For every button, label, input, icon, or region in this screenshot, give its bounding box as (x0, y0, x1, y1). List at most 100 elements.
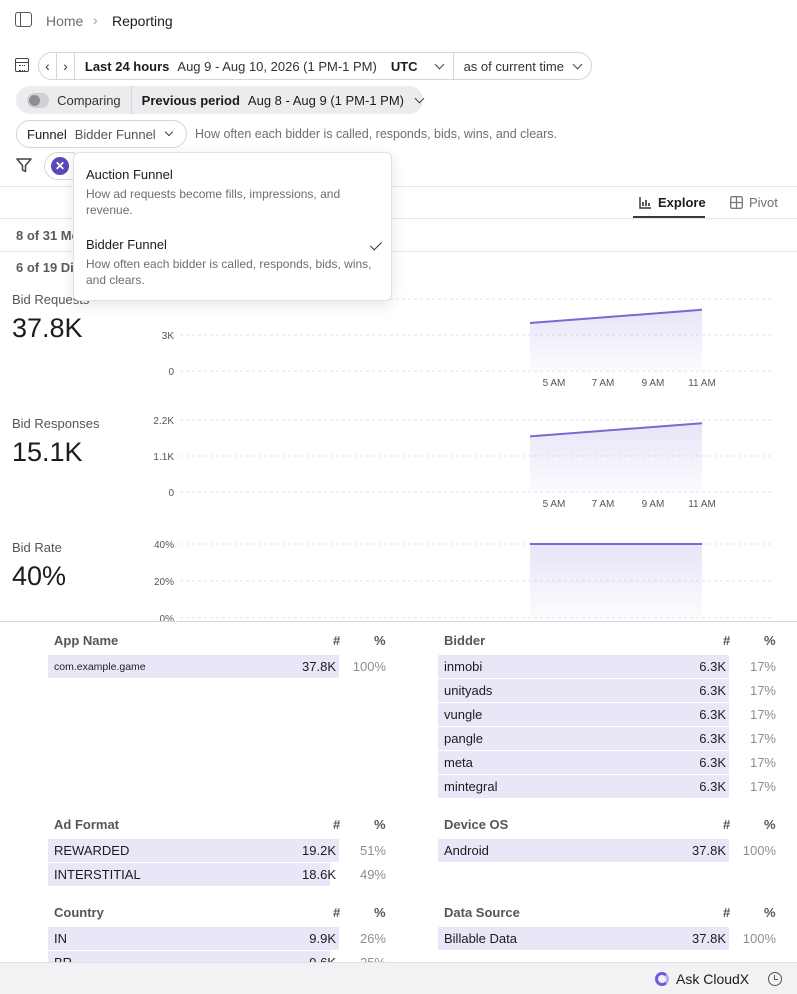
table-row[interactable]: mintegral 6.3K 17% (438, 775, 783, 798)
compare-period-selector[interactable]: Previous period Aug 8 - Aug 9 (1 PM-1 PM… (132, 92, 425, 108)
measures-count[interactable]: 8 of 31 Me (16, 228, 79, 243)
row-percent: 100% (352, 659, 386, 674)
footer-bar: Ask CloudX (0, 962, 797, 994)
period-label: Previous period (141, 92, 240, 108)
table-row[interactable]: REWARDED 19.2K 51% (48, 839, 393, 862)
y-tick-label: 1.1K (153, 452, 174, 463)
table-title[interactable]: Device OS (444, 817, 509, 832)
share-bar (438, 927, 729, 950)
remove-filter-icon[interactable]: ✕ (51, 157, 69, 175)
row-name: IN (54, 931, 67, 946)
time-range-selector[interactable]: Last 24 hours Aug 9 - Aug 10, 2026 (1 PM… (75, 53, 454, 79)
funnel-selector[interactable]: Funnel Bidder Funnel (16, 120, 187, 148)
table-row[interactable]: INTERSTITIAL 18.6K 49% (48, 863, 393, 886)
range-dates: Aug 9 - Aug 10, 2026 (1 PM-1 PM) (177, 58, 377, 74)
column-header-percent[interactable]: % (374, 633, 386, 648)
row-name: mintegral (444, 779, 498, 794)
row-count: 37.8K (692, 843, 726, 858)
y-tick-label: 2.2K (153, 416, 174, 427)
metric-value: 15.1K (12, 437, 83, 467)
table-title[interactable]: Bidder (444, 633, 486, 648)
column-header-count[interactable]: # (723, 633, 731, 648)
chart-bid-requests: 3K 0 5 AM 7 AM 9 AM 11 AM (162, 298, 772, 389)
next-range-button[interactable]: › (57, 53, 75, 79)
series-area (530, 544, 702, 618)
column-header-percent[interactable]: % (374, 817, 386, 832)
row-count: 18.6K (302, 867, 336, 882)
share-bar (48, 655, 339, 678)
table-device-os: Device OS #% Android 37.8K 100% (438, 816, 783, 863)
ask-cloudx-label: Ask CloudX (676, 971, 750, 987)
row-percent: 17% (749, 659, 776, 674)
column-header-count[interactable]: # (723, 905, 731, 920)
y-tick-label: 3K (162, 331, 175, 342)
table-row[interactable]: Billable Data 37.8K 100% (438, 927, 783, 950)
ask-cloudx-button[interactable]: Ask CloudX (655, 971, 749, 987)
x-tick-label: 11 AM (688, 378, 716, 389)
metric-label: Bid Rate (12, 540, 62, 555)
table-row[interactable]: inmobi 6.3K 17% (438, 655, 783, 678)
period-dates: Aug 8 - Aug 9 (1 PM-1 PM) (247, 92, 404, 108)
menu-item-auction-funnel[interactable]: Auction Funnel How ad requests become fi… (86, 167, 379, 218)
funnel-value: Bidder Funnel (74, 126, 156, 142)
row-name: meta (444, 755, 473, 770)
table-data-source: Data Source #% Billable Data 37.8K 100% (438, 904, 783, 951)
table-row[interactable]: meta 6.3K 17% (438, 751, 783, 774)
menu-item-bidder-funnel[interactable]: Bidder Funnel How often each bidder is c… (86, 237, 383, 288)
chevron-down-icon (572, 59, 583, 69)
table-title[interactable]: App Name (54, 633, 119, 648)
history-icon[interactable] (768, 972, 782, 986)
table-title[interactable]: Ad Format (54, 817, 119, 832)
row-percent: 51% (359, 843, 386, 858)
row-percent: 17% (749, 707, 776, 722)
table-row[interactable]: unityads 6.3K 17% (438, 679, 783, 702)
metric-value: 40% (12, 561, 67, 591)
series-line (529, 422, 703, 438)
column-header-count[interactable]: # (333, 817, 341, 832)
table-row[interactable]: Android 37.8K 100% (438, 839, 783, 862)
calendar-icon[interactable] (15, 58, 29, 72)
timezone: UTC (390, 58, 418, 74)
as-of-selector[interactable]: as of current time (454, 53, 591, 79)
filter-icon[interactable] (16, 158, 32, 173)
y-tick-label: 20% (154, 577, 174, 588)
table-row[interactable]: IN 9.9K 26% (48, 927, 393, 950)
row-percent: 17% (749, 755, 776, 770)
column-header-percent[interactable]: % (764, 817, 776, 832)
table-row[interactable]: vungle 6.3K 17% (438, 703, 783, 726)
share-bar (48, 863, 330, 886)
share-bar (438, 839, 729, 862)
table-title[interactable]: Country (54, 905, 104, 920)
column-header-percent[interactable]: % (764, 905, 776, 920)
tab-pivot[interactable]: Pivot (730, 195, 778, 210)
x-tick-label: 5 AM (543, 499, 566, 510)
column-header-percent[interactable]: % (374, 905, 386, 920)
row-count: 37.8K (302, 659, 336, 674)
sidebar-toggle-icon[interactable] (15, 12, 32, 27)
divider (130, 86, 132, 114)
column-header-percent[interactable]: % (764, 633, 776, 648)
previous-range-button[interactable]: ‹ (39, 53, 57, 79)
y-tick-label: 0% (160, 614, 175, 622)
menu-item-title: Auction Funnel (86, 167, 173, 182)
share-bar (438, 703, 729, 726)
compare-toggle[interactable] (27, 92, 50, 108)
table-app-name: App Name #% com.example.game 37.8K 100% (48, 632, 393, 679)
metric-label: Bid Responses (12, 416, 100, 431)
column-header-count[interactable]: # (333, 905, 341, 920)
table-title[interactable]: Data Source (444, 905, 520, 920)
tab-explore[interactable]: Explore (639, 195, 706, 210)
menu-item-description: How often each bidder is called, respond… (86, 257, 372, 287)
y-tick-label: 0 (168, 367, 174, 378)
table-row[interactable]: com.example.game 37.8K 100% (48, 655, 393, 678)
table-row[interactable]: pangle 6.3K 17% (438, 727, 783, 750)
column-header-count[interactable]: # (723, 817, 731, 832)
row-name: inmobi (444, 659, 483, 674)
row-name: vungle (444, 707, 483, 722)
row-percent: 49% (359, 867, 386, 882)
row-name: pangle (444, 731, 484, 746)
column-header-count[interactable]: # (333, 633, 341, 648)
dimensions-count[interactable]: 6 of 19 Di (16, 260, 74, 275)
breadcrumb-home[interactable]: Home (46, 13, 84, 29)
chevron-down-icon (434, 59, 445, 69)
